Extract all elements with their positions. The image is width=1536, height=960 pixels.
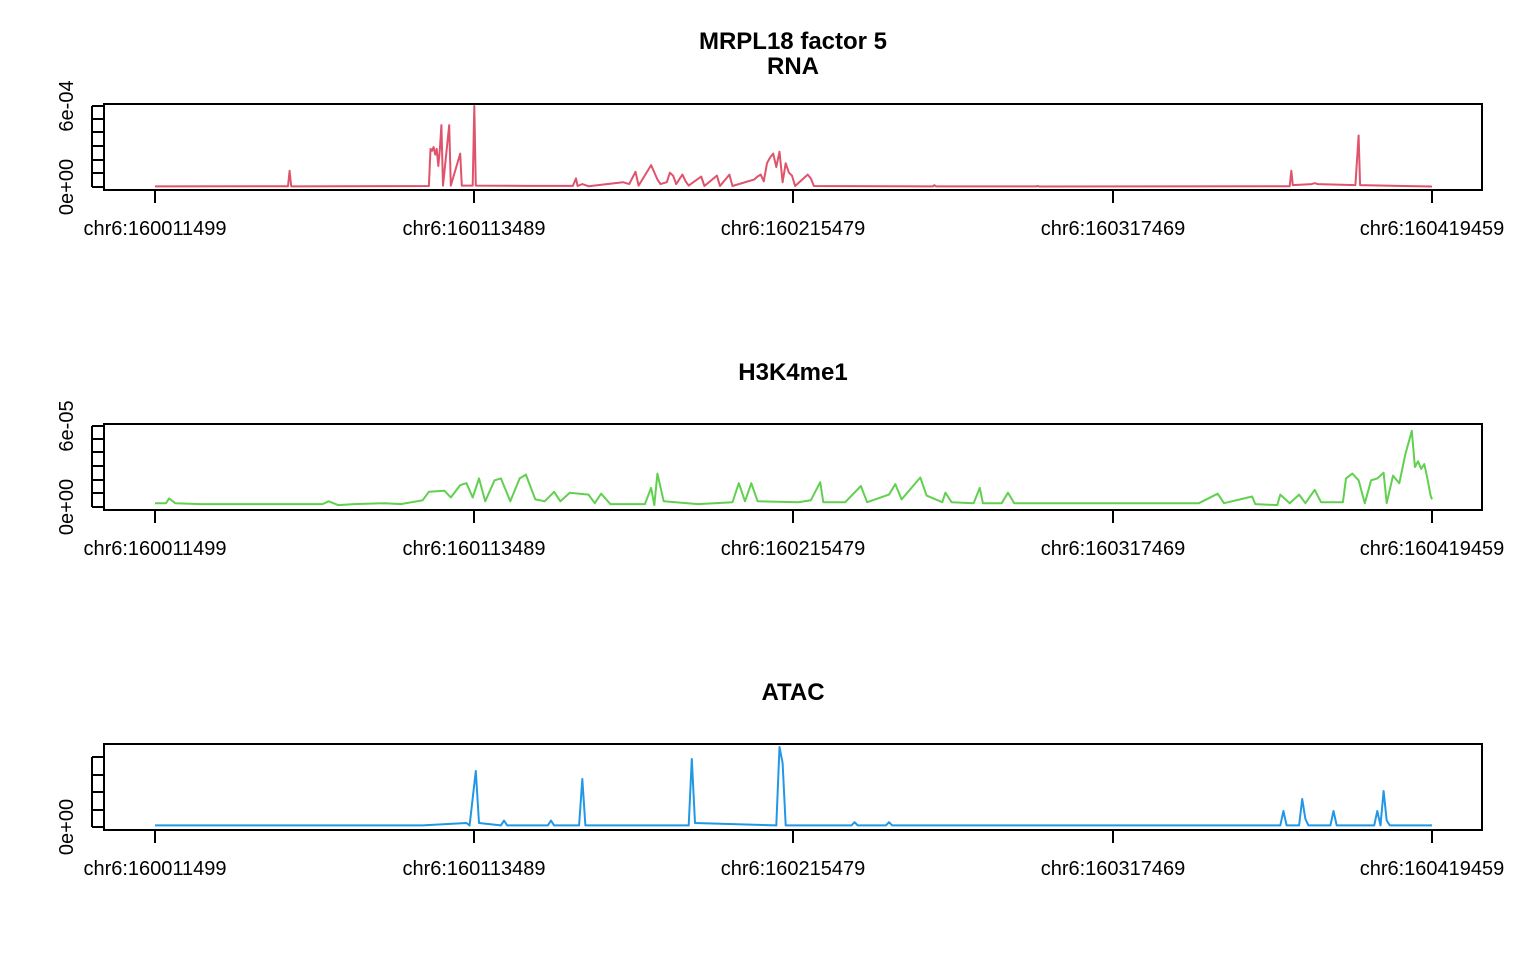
x-tick-label-atac-0: chr6:160011499 <box>83 858 226 880</box>
plot-frame-atac <box>103 743 1483 831</box>
x-tick-label-rna-1: chr6:160113489 <box>402 218 545 240</box>
y-axis-rna: 0e+00 6e-04 <box>56 80 104 215</box>
x-tick-label-atac-2: chr6:160215479 <box>721 858 866 880</box>
y-tick-label-h3k4me1-0: 0e+00 <box>56 479 78 535</box>
y-axis-atac: 0e+00 <box>56 756 104 855</box>
plot-frame-h3k4me1 <box>103 423 1483 511</box>
panel-title-rna: RNA <box>767 53 819 80</box>
y-tick-label-rna-0: 0e+00 <box>56 159 78 215</box>
series-rna <box>154 105 1433 188</box>
panel-rna: RNA 0e+00 6e-04 chr6:160011499 chr6:1601… <box>56 53 1504 240</box>
x-tick-label-rna-4: chr6:160419459 <box>1360 218 1505 240</box>
x-tick-label-h3k4me1-4: chr6:160419459 <box>1360 538 1505 560</box>
x-tick-label-atac-1: chr6:160113489 <box>402 858 545 880</box>
x-tick-label-h3k4me1-2: chr6:160215479 <box>721 538 866 560</box>
series-line-h3k4me1 <box>155 429 1433 507</box>
series-line-rna <box>154 105 1433 188</box>
x-axis-atac: chr6:160011499 chr6:160113489 chr6:16021… <box>83 829 1505 880</box>
panel-title-h3k4me1: H3K4me1 <box>738 359 847 386</box>
y-tick-label-rna-1: 6e-04 <box>56 80 78 131</box>
series-h3k4me1 <box>155 429 1433 507</box>
panel-title-atac: ATAC <box>761 679 824 706</box>
x-tick-label-rna-0: chr6:160011499 <box>83 218 226 240</box>
x-tick-label-atac-3: chr6:160317469 <box>1041 858 1186 880</box>
x-tick-label-h3k4me1-0: chr6:160011499 <box>83 538 226 560</box>
x-tick-label-h3k4me1-3: chr6:160317469 <box>1041 538 1186 560</box>
x-tick-label-atac-4: chr6:160419459 <box>1360 858 1505 880</box>
panel-atac: ATAC 0e+00 chr6:160011499 chr6:160113489… <box>56 679 1504 880</box>
main-title: MRPL18 factor 5 <box>699 28 887 55</box>
x-tick-label-rna-2: chr6:160215479 <box>721 218 866 240</box>
series-atac <box>155 746 1432 827</box>
panel-h3k4me1: H3K4me1 0e+00 6e-05 chr6:160011499 chr6:… <box>56 359 1504 560</box>
x-tick-label-rna-3: chr6:160317469 <box>1041 218 1186 240</box>
x-tick-label-h3k4me1-1: chr6:160113489 <box>402 538 545 560</box>
y-tick-label-h3k4me1-1: 6e-05 <box>56 400 78 451</box>
x-axis-h3k4me1: chr6:160011499 chr6:160113489 chr6:16021… <box>83 509 1505 560</box>
y-axis-h3k4me1: 0e+00 6e-05 <box>56 400 104 535</box>
series-line-atac <box>155 746 1432 827</box>
x-axis-rna: chr6:160011499 chr6:160113489 chr6:16021… <box>83 189 1505 240</box>
y-tick-label-atac-0: 0e+00 <box>56 799 78 855</box>
